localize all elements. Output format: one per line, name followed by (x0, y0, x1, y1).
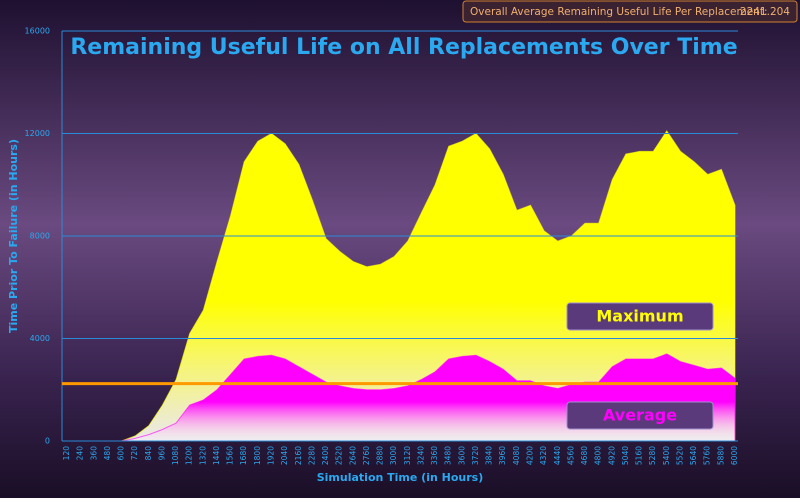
x-tick-label: 3840 (485, 446, 494, 465)
x-tick-label: 3120 (403, 446, 412, 465)
x-tick-label: 4560 (566, 446, 575, 465)
x-tick-label: 4920 (607, 446, 616, 465)
y-tick-label: 8000 (30, 232, 50, 241)
y-tick-label: 16000 (25, 27, 50, 36)
x-tick-label: 3720 (471, 446, 480, 465)
x-tick-label: 5400 (662, 446, 671, 465)
x-axis-title: Simulation Time (in Hours) (317, 471, 484, 484)
x-tick-label: 1680 (239, 446, 248, 465)
legend-box (566, 302, 714, 331)
x-tick-label: 1560 (226, 446, 235, 465)
x-tick-label: 360 (89, 446, 98, 461)
x-tick-label: 4320 (539, 446, 548, 465)
y-tick-label: 4000 (30, 334, 50, 343)
x-tick-label: 840 (144, 446, 153, 461)
x-tick-label: 3960 (498, 446, 507, 465)
x-tick-label: 480 (103, 446, 112, 461)
x-tick-label: 2040 (280, 446, 289, 465)
x-tick-label: 6000 (730, 446, 739, 465)
x-tick-label: 4800 (594, 446, 603, 465)
x-tick-label: 960 (157, 446, 166, 461)
x-tick-label: 5880 (716, 446, 725, 465)
x-tick-label: 1320 (198, 446, 207, 465)
x-tick-label: 5160 (635, 446, 644, 465)
x-tick-label: 3000 (389, 446, 398, 465)
x-tick-label: 5760 (703, 446, 712, 465)
y-tick-label: 0 (45, 437, 50, 446)
legend-label: Average (603, 406, 677, 425)
legend-label: Maximum (596, 307, 683, 326)
x-tick-label: 600 (117, 446, 126, 461)
chart-title: Remaining Useful Life on All Replacement… (70, 35, 737, 60)
x-tick-label: 1440 (212, 446, 221, 465)
x-tick-label: 4440 (553, 446, 562, 465)
x-tick-label: 120 (62, 446, 71, 461)
x-tick-label: 5520 (675, 446, 684, 465)
x-tick-label: 3600 (457, 446, 466, 465)
x-tick-label: 2160 (294, 446, 303, 465)
x-tick-label: 2520 (335, 446, 344, 465)
x-tick-label: 4080 (512, 446, 521, 465)
x-tick-label: 3360 (430, 446, 439, 465)
x-tick-label: 1800 (253, 446, 262, 465)
x-tick-label: 720 (130, 446, 139, 461)
x-tick-label: 5640 (689, 446, 698, 465)
y-axis-title: Time Prior To Failure (in Hours) (7, 139, 20, 333)
x-tick-label: 3480 (444, 446, 453, 465)
x-tick-label: 2880 (376, 446, 385, 465)
area (67, 129, 736, 442)
x-tick-label: 2280 (307, 446, 316, 465)
y-tick-label: 12000 (25, 129, 50, 138)
summary-value: 2241.204 (740, 6, 790, 18)
summary-label: Overall Average Remaining Useful Life Pe… (470, 6, 768, 18)
x-tick-label: 2760 (362, 446, 371, 465)
legend-box (566, 401, 714, 430)
x-tick-label: 2640 (348, 446, 357, 465)
summary-box (462, 0, 798, 23)
x-tick-label: 1920 (266, 446, 275, 465)
x-tick-label: 1200 (185, 446, 194, 465)
x-tick-label: 4200 (526, 446, 535, 465)
x-tick-label: 4680 (580, 446, 589, 465)
x-tick-label: 5280 (648, 446, 657, 465)
x-tick-label: 5040 (621, 446, 630, 465)
x-tick-label: 1080 (171, 446, 180, 465)
x-tick-label: 240 (76, 446, 85, 461)
x-tick-label: 2400 (321, 446, 330, 465)
x-tick-label: 3240 (416, 446, 425, 465)
